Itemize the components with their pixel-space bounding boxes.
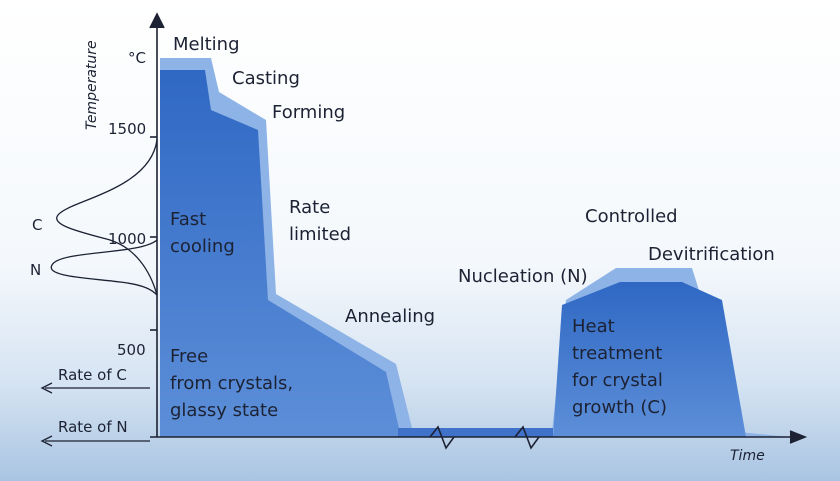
stage-label: limited	[289, 224, 351, 245]
axes	[149, 12, 808, 450]
stage-label: for crystal	[572, 370, 663, 391]
stage-label: Free	[170, 346, 208, 367]
stage-label: cooling	[170, 236, 235, 257]
heat-body	[553, 282, 746, 437]
process-body	[160, 70, 401, 437]
stage-label: Devitrification	[648, 244, 775, 265]
stage-label: treatment	[572, 343, 662, 364]
y-label: Temperature	[84, 40, 100, 130]
stage-label: Nucleation (N)	[458, 266, 588, 287]
stage-label: growth (C)	[572, 397, 667, 418]
stage-label: Annealing	[345, 306, 435, 327]
tick-label: 1500	[108, 120, 146, 138]
arrow-label: Rate of N	[58, 418, 128, 436]
stage-label: Forming	[272, 102, 345, 123]
hold-band	[398, 428, 553, 437]
unit: °C	[128, 49, 146, 67]
tick-label: 1000	[108, 230, 146, 248]
stage-label: Casting	[232, 68, 300, 89]
rate-curves	[40, 139, 158, 447]
stage-label: Melting	[173, 34, 240, 55]
curve-label: N	[30, 261, 41, 279]
stage-label: Fast	[170, 209, 206, 230]
stage-label: Rate	[289, 197, 330, 218]
x-label: Time	[730, 448, 765, 464]
stage-label: from crystals,	[170, 373, 293, 394]
stage-label: Controlled	[585, 206, 678, 227]
tick-label: 500	[117, 341, 146, 359]
stage-label: Heat	[572, 316, 615, 337]
stage-label: glassy state	[170, 400, 278, 421]
curve-label: C	[32, 216, 42, 234]
arrow-label: Rate of C	[58, 366, 127, 384]
